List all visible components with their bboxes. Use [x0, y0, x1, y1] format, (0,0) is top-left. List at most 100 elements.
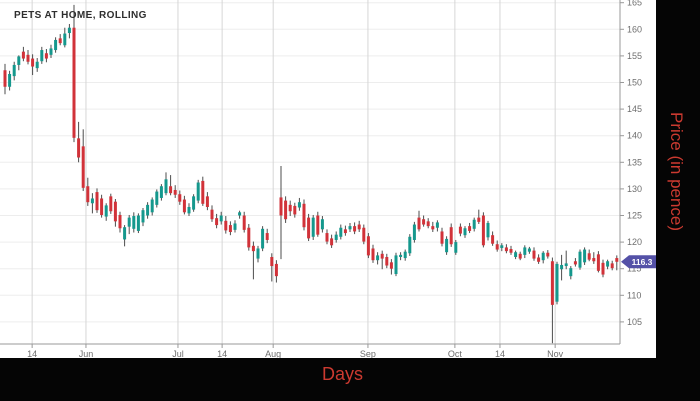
chart-title: PETS AT HOME, ROLLING: [14, 10, 147, 21]
candle-down: [270, 256, 274, 267]
candle-up: [399, 254, 403, 257]
candle-down: [573, 261, 577, 265]
y-tick-label: 145: [627, 104, 642, 114]
candle-up: [376, 255, 380, 261]
candle-down: [205, 196, 209, 207]
candle-down: [302, 203, 306, 228]
candle-up: [403, 251, 407, 259]
candle-down: [178, 194, 182, 202]
candle-down: [468, 226, 472, 231]
x-tick-label: Oct: [448, 349, 463, 358]
candle-down: [458, 226, 462, 234]
candle-down: [182, 199, 186, 213]
y-tick-label: 125: [627, 211, 642, 221]
candle-up: [17, 56, 21, 65]
candle-down: [86, 186, 90, 203]
y-tick-label: 115: [627, 264, 641, 274]
candle-up: [90, 198, 94, 204]
x-tick-label: 14: [217, 349, 227, 358]
candle-down: [389, 262, 393, 269]
candle-down: [242, 215, 246, 230]
candle-up: [454, 242, 458, 253]
x-tick-label: Aug: [265, 349, 281, 358]
y-tick-label: 160: [627, 24, 642, 34]
candle-up: [578, 251, 582, 268]
candle-up: [523, 247, 527, 255]
candle-down: [596, 254, 600, 271]
candle-down: [601, 262, 605, 275]
candle-up: [334, 234, 338, 240]
candle-up: [67, 27, 71, 34]
x-tick-label: Nov: [547, 349, 564, 358]
last-price-badge: [621, 255, 656, 269]
candle-down: [325, 233, 329, 242]
y-tick-label: 110: [627, 290, 641, 300]
candle-up: [583, 249, 587, 263]
x-tick-label: Jun: [79, 349, 94, 358]
candle-down: [546, 252, 550, 257]
chart-panel: 105 110 115 120 125 130 135 140 145 150 155 160 165 1…: [0, 0, 656, 359]
candle-up: [12, 64, 16, 77]
candle-down: [587, 253, 591, 260]
candle-down: [491, 235, 495, 244]
candle-up: [527, 248, 531, 252]
candle-down: [224, 220, 228, 231]
x-tick-label: Sep: [360, 349, 376, 358]
candle-down: [118, 214, 122, 229]
y-tick-label: 105: [627, 317, 642, 327]
x-axis-title: Days: [322, 364, 364, 384]
candle-up: [155, 191, 159, 205]
candle-down: [371, 248, 375, 261]
candle-down: [495, 244, 499, 250]
y-tick-label: 155: [627, 51, 642, 61]
candle-down: [109, 196, 113, 212]
candle-up: [150, 199, 154, 213]
candle-up: [606, 261, 610, 267]
candle-down: [247, 227, 251, 248]
y-tick-label: 120: [627, 237, 642, 247]
candle-down: [431, 226, 435, 230]
candle-down: [422, 219, 426, 225]
x-tick-label: 14: [27, 349, 37, 358]
candle-up: [49, 48, 53, 55]
y-tick-label: 140: [627, 131, 642, 141]
candlestick-chart: 105 110 115 120 125 130 135 140 145 150 155 160 165 1…: [0, 0, 656, 359]
y-tick-label: 130: [627, 184, 642, 194]
candle-up: [136, 215, 140, 231]
candle-down: [279, 197, 283, 216]
x-tick-label: 14: [495, 349, 505, 358]
y-tick-label: 150: [627, 78, 642, 88]
candle-down: [31, 58, 35, 67]
candle-up: [54, 39, 58, 51]
candle-up: [297, 202, 301, 208]
candle-up: [320, 219, 324, 230]
candle-up: [394, 255, 398, 275]
candle-down: [100, 198, 104, 215]
x-tick-label: Jul: [172, 349, 184, 358]
candle-up: [472, 219, 476, 229]
candle-up: [127, 217, 131, 227]
candle-down: [380, 253, 384, 259]
candle-up: [412, 224, 416, 240]
candle-up: [141, 210, 145, 223]
candle-up: [339, 227, 343, 237]
candle-up: [104, 205, 108, 217]
candle-up: [514, 252, 518, 257]
candle-down: [293, 205, 297, 215]
candle-up: [63, 33, 67, 46]
candle-down: [366, 236, 370, 256]
candle-up: [564, 263, 568, 267]
candle-down: [449, 227, 453, 245]
candle-up: [435, 222, 439, 228]
candle-down: [481, 215, 485, 246]
candle-down: [265, 233, 269, 240]
candle-down: [44, 53, 48, 59]
candle-down: [343, 229, 347, 234]
candle-down: [288, 204, 292, 212]
candle-up: [164, 179, 168, 194]
candle-up: [261, 228, 265, 249]
candle-up: [40, 50, 44, 62]
candle-down: [509, 249, 513, 253]
candle-down: [77, 138, 81, 158]
